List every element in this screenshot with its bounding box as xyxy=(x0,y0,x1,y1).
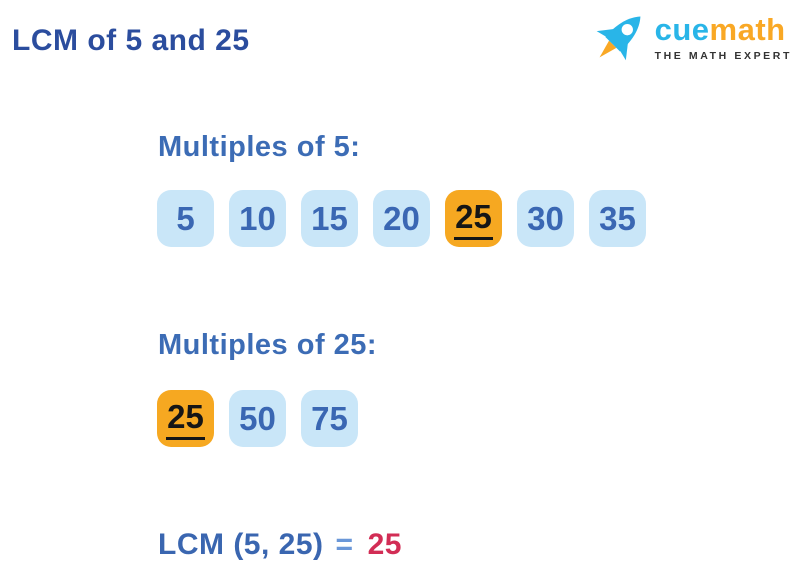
logo-cue-text: cue xyxy=(654,12,710,47)
multiple-box-20: 20 xyxy=(373,190,430,247)
multiple-value: 10 xyxy=(239,199,276,237)
logo-text-block: cuemath THE MATH EXPERT xyxy=(655,6,792,62)
multiples-of-25-heading: Multiples of 25: xyxy=(158,329,378,361)
multiple-box-15: 15 xyxy=(301,190,358,247)
lcm-expression: LCM (5, 25) xyxy=(158,528,324,561)
multiple-value: 5 xyxy=(176,199,195,237)
multiple-box-10: 10 xyxy=(229,190,286,247)
multiple-value: 30 xyxy=(527,199,564,237)
lcm-result: LCM (5, 25) = 25 xyxy=(158,528,402,562)
equals-sign: = xyxy=(335,528,354,561)
logo-math-text: math xyxy=(709,12,786,47)
cuemath-logo: cuemath THE MATH EXPERT xyxy=(587,6,792,72)
logo-wordmark: cuemath xyxy=(655,14,792,45)
multiple-box-25-highlighted: 25 xyxy=(157,390,214,447)
multiple-value: 75 xyxy=(311,399,348,437)
rocket-icon xyxy=(596,16,641,61)
multiple-value-highlighted: 25 xyxy=(166,398,205,440)
multiples-of-5-row: 5 10 15 20 25 30 35 xyxy=(157,190,646,247)
page-title: LCM of 5 and 25 xyxy=(12,24,250,57)
multiple-value: 15 xyxy=(311,199,348,237)
multiple-value: 50 xyxy=(239,399,276,437)
multiple-value: 35 xyxy=(599,199,636,237)
lcm-value: 25 xyxy=(367,528,402,561)
multiple-box-75: 75 xyxy=(301,390,358,447)
multiple-box-50: 50 xyxy=(229,390,286,447)
multiple-value: 20 xyxy=(383,199,420,237)
multiples-of-25-row: 25 50 75 xyxy=(157,390,358,447)
logo-tagline: THE MATH EXPERT xyxy=(654,50,792,62)
multiple-box-5: 5 xyxy=(157,190,214,247)
multiple-box-30: 30 xyxy=(517,190,574,247)
multiple-value-highlighted: 25 xyxy=(454,198,493,240)
multiple-box-35: 35 xyxy=(589,190,646,247)
multiples-of-5-heading: Multiples of 5: xyxy=(158,131,361,163)
multiple-box-25-highlighted: 25 xyxy=(445,190,502,247)
